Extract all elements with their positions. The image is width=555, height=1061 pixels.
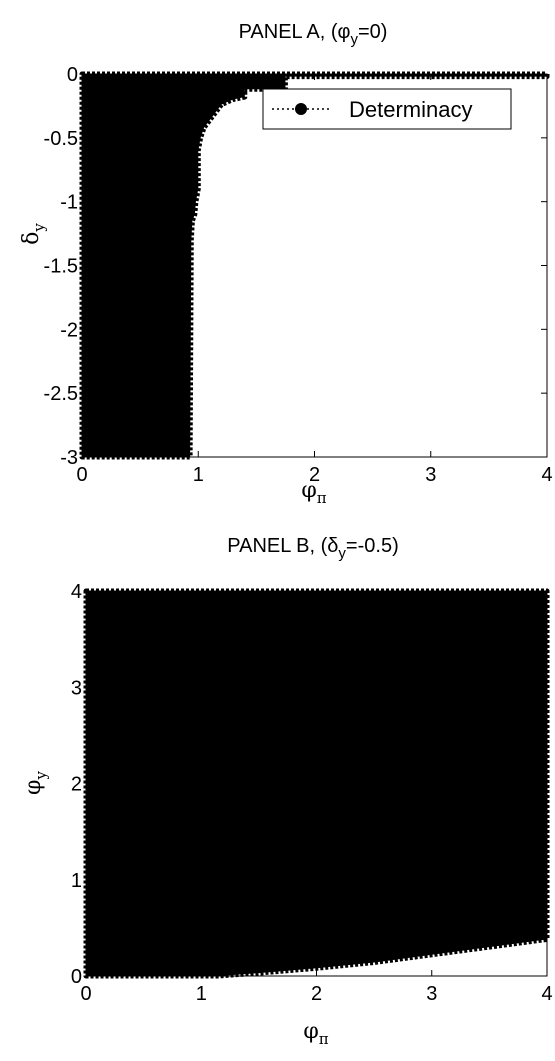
panel-a-x-ticks: 0 1 2 3 4 <box>76 74 553 486</box>
panel-a-y-tick: 0 <box>67 64 547 86</box>
panel-a-x-tick: 1 <box>193 74 204 486</box>
panel-a-title: PANEL A, (φy=0) <box>239 21 388 48</box>
panel-b-x-tick: 3 <box>426 591 437 1005</box>
panel-a-y-tick: -2 <box>60 319 547 341</box>
panel-b-y-axis-label: φy <box>21 771 50 795</box>
panel-a-y-tick: -0.5 <box>44 128 547 150</box>
legend-label: Determinacy <box>349 97 472 122</box>
panel-b-y-tick: 0 <box>71 966 547 988</box>
panel-b-x-tick: 0 <box>80 591 92 1005</box>
legend-marker <box>295 103 307 115</box>
panel-a-y-tick-label: -3 <box>60 447 78 469</box>
panel-a-y-tick-label: -2.5 <box>44 383 78 405</box>
panel-b-x-tick: 1 <box>196 591 207 1005</box>
panel-a-x-tick-label: 1 <box>193 464 204 486</box>
panel-a-x-tick-label: 0 <box>76 464 87 486</box>
panel-b-x-tick-label: 0 <box>80 983 91 1005</box>
panel-b-series-0-area <box>83 588 550 979</box>
panel-a-x-tick: 3 <box>425 74 436 486</box>
panel-b-x-tick-label: 4 <box>541 983 552 1005</box>
panel-b-y-ticks: 0 1 2 3 4 <box>71 581 547 988</box>
panel-a-y-tick: -1.5 <box>44 256 547 278</box>
panel-a-x-tick-label: 3 <box>425 464 436 486</box>
panel-b-y-tick: 3 <box>71 677 547 699</box>
panel-a-y-tick: -3 <box>60 447 547 469</box>
panel-b-y-tick-label: 2 <box>71 774 82 796</box>
panel-b-x-axis-label: φπ <box>303 1019 328 1048</box>
panel-a-y-axis-label: δy <box>19 223 48 245</box>
panel-b-x-tick-label: 2 <box>311 983 322 1005</box>
panel-b-title: PANEL B, (δy=-0.5) <box>227 535 398 562</box>
panel-b-y-tick-label: 0 <box>71 966 82 988</box>
panel-a-y-tick-label: -2 <box>60 319 78 341</box>
panel-b-x-tick-label: 1 <box>196 983 207 1005</box>
panel-a-determinacy-region <box>79 71 550 460</box>
panel-b-x-tick: 4 <box>541 591 553 1005</box>
panel-a-x-tick: 0 <box>76 74 88 486</box>
panel-a-y-tick-label: -0.5 <box>44 128 78 150</box>
panel-a-series-0-area <box>79 71 550 460</box>
panel-b-y-tick-label: 3 <box>71 677 82 699</box>
panel-a-x-tick: 4 <box>541 74 553 486</box>
panel-b-determinacy-region <box>83 588 550 979</box>
panel-a-y-tick: -2.5 <box>44 383 547 405</box>
panel-a-x-tick: 2 <box>309 74 320 486</box>
panel-a-y-tick-label: 0 <box>67 64 78 86</box>
panel-b: PANEL B, (δy=-0.5) 0 1 2 3 4 0 1 2 3 4 φπ φy <box>21 535 553 1048</box>
panel-a-x-tick-label: 2 <box>309 464 320 486</box>
panel-a-y-tick-label: -1.5 <box>44 256 78 278</box>
panel-b-y-tick: 4 <box>71 581 547 603</box>
panel-b-x-ticks: 0 1 2 3 4 <box>80 591 553 1005</box>
panel-a-y-ticks: 0 -0.5 -1 -1.5 -2 -2.5 -3 <box>44 64 547 469</box>
panel-a-legend: Determinacy <box>262 88 512 130</box>
panel-a-x-axis-label: φπ <box>301 478 326 507</box>
panel-b-x-tick: 2 <box>311 591 322 1005</box>
panel-a-y-tick-label: -1 <box>60 192 78 214</box>
panel-a-x-tick-label: 4 <box>541 464 552 486</box>
panel-b-y-tick: 1 <box>71 870 547 892</box>
panel-b-x-tick-label: 3 <box>426 983 437 1005</box>
panel-b-y-tick: 2 <box>71 774 547 796</box>
panel-b-y-tick-label: 1 <box>71 870 82 892</box>
panel-b-y-tick-label: 4 <box>71 581 82 603</box>
panel-a-y-tick: -1 <box>60 192 547 214</box>
panel-a: PANEL A, (φy=0) 0 1 2 3 4 0 -0.5 -1 -1.5 -2 -2.5 -… <box>19 21 553 507</box>
